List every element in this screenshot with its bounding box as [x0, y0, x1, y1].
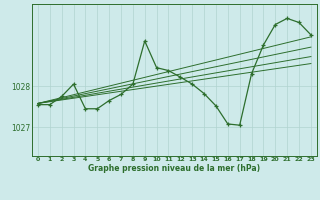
X-axis label: Graphe pression niveau de la mer (hPa): Graphe pression niveau de la mer (hPa) — [88, 164, 260, 173]
